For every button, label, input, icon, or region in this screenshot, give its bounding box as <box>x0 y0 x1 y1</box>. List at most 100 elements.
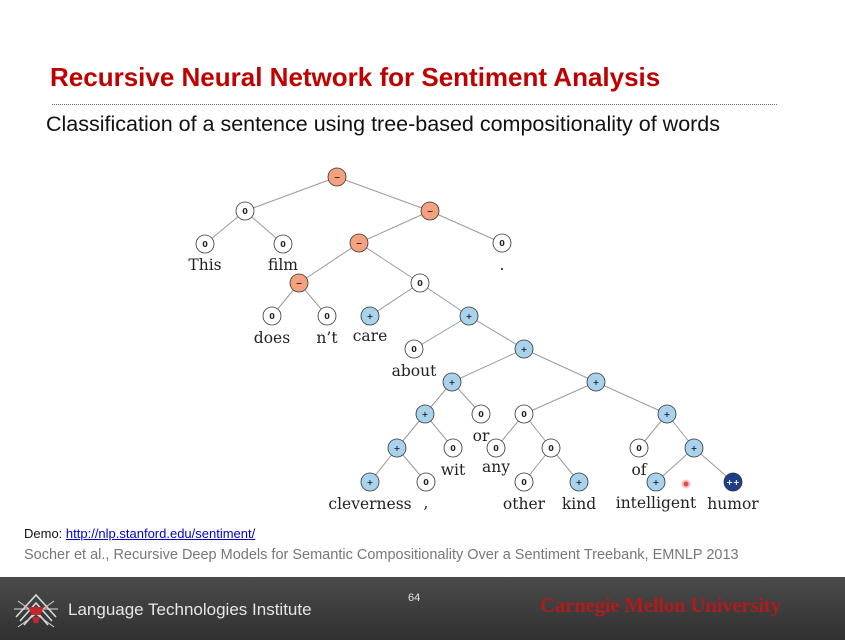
tree-node-circle <box>629 438 649 458</box>
tree-node-positive: + <box>360 306 380 326</box>
lti-logo-icon <box>14 593 58 628</box>
tree-node-label: + <box>449 378 456 387</box>
tree-node-neutral: 0 <box>514 472 534 492</box>
tree-node-positive: + <box>415 404 435 424</box>
demo-link[interactable]: http://nlp.stanford.edu/sentiment/ <box>65 526 256 541</box>
tree-node-neutral: 0 <box>486 438 506 458</box>
tree-node-label: 0 <box>423 478 429 487</box>
tree-node-positive: + <box>657 404 677 424</box>
tree-edge <box>358 242 421 284</box>
tree-edge <box>468 315 525 350</box>
tree-node-label: 0 <box>499 239 505 248</box>
tree-node-label: 0 <box>324 312 330 321</box>
tree-word: care <box>353 327 388 345</box>
tree-word: or <box>473 427 490 445</box>
tree-word: n’t <box>316 329 338 347</box>
tree-node-circle <box>360 472 380 492</box>
tree-edge <box>595 381 668 415</box>
tree-node-circle <box>471 404 491 424</box>
tree-node-circle <box>442 372 462 392</box>
tree-node-label: − <box>334 173 341 182</box>
tree-node-positive: + <box>459 306 479 326</box>
tree-node-negative: − <box>420 201 440 221</box>
tree-node-circle <box>327 167 347 187</box>
tree-edge <box>419 282 470 317</box>
tree-node-label: 0 <box>280 240 286 249</box>
citation: Socher et al., Recursive Deep Models for… <box>24 547 739 563</box>
tree-node-label: + <box>576 478 583 487</box>
tree-node-neutral: 0 <box>629 438 649 458</box>
tree-node-circle <box>349 233 369 253</box>
tree-node-circle <box>235 201 255 221</box>
tree-node-circle <box>723 472 743 492</box>
tree-node-label: 0 <box>242 207 248 216</box>
tree-node-circle <box>486 438 506 458</box>
tree-word: humor <box>707 495 759 513</box>
institute-name: Language Technologies Institute <box>68 600 312 619</box>
tree-node-positive: + <box>586 372 606 392</box>
tree-node-circle <box>541 438 561 458</box>
tree-nodes: − 0 0 This 0 film − − 0. − 0 does 0 n’t 0 + care +0 about +… <box>188 167 759 513</box>
tree-node-label: 0 <box>636 444 642 453</box>
tree-node-label: ++ <box>726 478 739 487</box>
tree-node-neutral: 0 <box>541 438 561 458</box>
tree-node-neutral: 0 <box>514 404 534 424</box>
tree-node-circle <box>684 438 704 458</box>
tree-node-neutral: 0 <box>416 472 436 492</box>
title-divider <box>52 104 777 105</box>
tree-node-circle <box>657 404 677 424</box>
tree-edge <box>298 242 360 284</box>
tree-word: any <box>482 458 510 476</box>
tree-node-very_positive: ++ <box>723 472 743 492</box>
tree-node-neutral: 0 <box>195 234 215 254</box>
tree-node-circle <box>514 404 534 424</box>
tree-node-circle <box>195 234 215 254</box>
tree-edge <box>358 210 431 244</box>
tree-node-circle <box>443 438 463 458</box>
tree-node-negative: − <box>327 167 347 187</box>
tree-node-neutral: 0 <box>317 306 337 326</box>
tree-node-positive: + <box>569 472 589 492</box>
tree-edge <box>429 210 503 244</box>
tree-node-label: 0 <box>548 444 554 453</box>
tree-node-circle <box>514 472 534 492</box>
tree-node-label: 0 <box>450 444 456 453</box>
tree-word: film <box>268 256 298 274</box>
tree-node-circle <box>492 233 512 253</box>
tree-node-circle <box>387 438 407 458</box>
demo-label: Demo: <box>24 526 66 541</box>
tree-node-label: + <box>367 312 374 321</box>
tree-node-neutral: 0 <box>404 339 424 359</box>
tree-node-positive: + <box>514 339 534 359</box>
tree-word: This <box>188 256 221 274</box>
tree-node-positive: + <box>387 438 407 458</box>
tree-node-circle <box>317 306 337 326</box>
tree-node-positive: + <box>684 438 704 458</box>
tree-word: , <box>424 494 429 512</box>
tree-word: . <box>500 256 505 274</box>
pointer-cursor-icon <box>681 479 691 489</box>
tree-edge <box>523 381 597 415</box>
tree-node-label: + <box>521 345 528 354</box>
tree-node-circle <box>410 273 430 293</box>
tree-node-label: 0 <box>478 410 484 419</box>
tree-edge <box>523 348 597 383</box>
tree-node-negative: − <box>349 233 369 253</box>
tree-node-circle <box>404 339 424 359</box>
tree-word: cleverness <box>328 495 411 513</box>
sentiment-parse-tree: − 0 0 This 0 film − − 0. − 0 does 0 n’t 0 + care +0 about +… <box>188 167 759 513</box>
tree-node-neutral: 0 <box>471 404 491 424</box>
tree-node-label: 0 <box>269 312 275 321</box>
tree-node-circle <box>262 306 282 326</box>
tree-node-positive: + <box>646 472 666 492</box>
tree-node-circle <box>459 306 479 326</box>
tree-node-neutral: 0 <box>443 438 463 458</box>
tree-node-circle <box>360 306 380 326</box>
tree-node-circle <box>415 404 435 424</box>
tree-node-neutral: 0 <box>262 306 282 326</box>
slide-subtitle: Classification of a sentence using tree-… <box>46 112 721 136</box>
tree-node-label: 0 <box>493 444 499 453</box>
footer-bar: Language Technologies Institute 64 Carne… <box>0 577 845 640</box>
tree-edge <box>336 176 431 212</box>
